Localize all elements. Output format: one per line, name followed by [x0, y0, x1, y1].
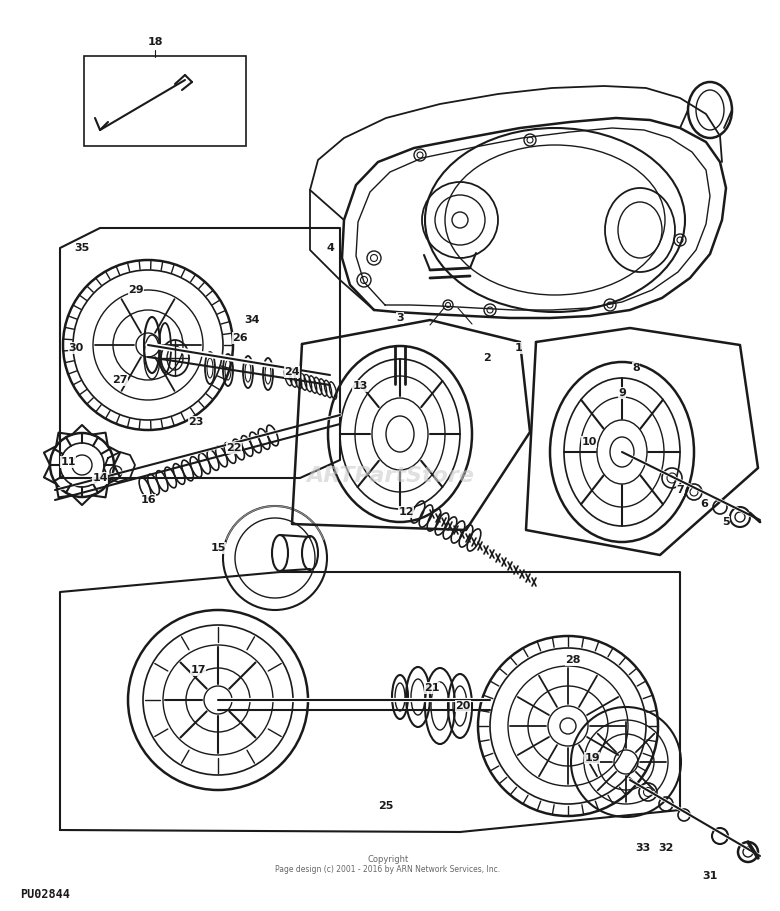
Text: 8: 8	[632, 363, 640, 373]
Text: 18: 18	[147, 37, 163, 47]
Text: 15: 15	[211, 543, 225, 553]
Text: 11: 11	[60, 457, 76, 467]
Text: 29: 29	[128, 285, 144, 295]
Text: 12: 12	[399, 507, 413, 517]
Text: 17: 17	[190, 665, 206, 675]
Text: 10: 10	[581, 437, 597, 447]
Text: 16: 16	[140, 495, 156, 505]
Text: 25: 25	[378, 801, 394, 811]
Text: 22: 22	[226, 443, 242, 453]
Text: 33: 33	[636, 843, 651, 853]
Text: 9: 9	[618, 388, 626, 398]
Text: 32: 32	[658, 843, 674, 853]
Text: 14: 14	[92, 473, 108, 483]
Text: 35: 35	[74, 243, 90, 253]
Text: PU02844: PU02844	[20, 888, 70, 902]
Text: 6: 6	[700, 499, 708, 509]
Text: 19: 19	[584, 753, 600, 763]
Bar	[84, 56, 246, 146]
Text: 20: 20	[456, 701, 470, 711]
Text: ARTPartStore: ARTPartStore	[306, 466, 474, 486]
Text: 23: 23	[188, 417, 204, 427]
Text: 34: 34	[244, 315, 260, 325]
Text: 7: 7	[676, 485, 684, 495]
Text: 21: 21	[424, 683, 440, 693]
Text: 13: 13	[353, 381, 367, 391]
Text: 24: 24	[284, 367, 300, 377]
Text: 1: 1	[515, 343, 523, 353]
Text: Page design (c) 2001 - 2016 by ARN Network Services, Inc.: Page design (c) 2001 - 2016 by ARN Netwo…	[275, 865, 501, 875]
Text: Copyright: Copyright	[367, 855, 409, 865]
Text: 2: 2	[483, 353, 491, 363]
Text: 26: 26	[232, 333, 248, 343]
Text: 27: 27	[112, 375, 128, 385]
Text: 31: 31	[702, 871, 718, 881]
Text: 4: 4	[326, 243, 334, 253]
Text: 28: 28	[566, 655, 581, 665]
Text: 3: 3	[396, 313, 404, 323]
Text: 5: 5	[722, 517, 730, 527]
Text: 30: 30	[69, 343, 83, 353]
